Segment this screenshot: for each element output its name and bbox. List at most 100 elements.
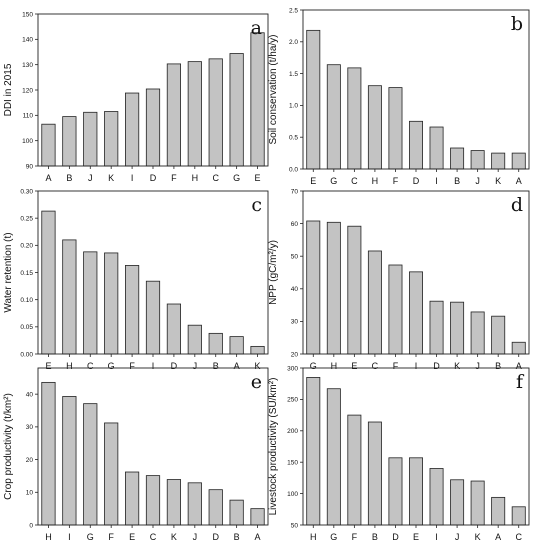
- y-tick-label-e: 10: [26, 490, 34, 497]
- category-label-d-A: A: [516, 361, 522, 371]
- bar-d-B: [491, 315, 506, 355]
- category-label-e-F: F: [108, 532, 114, 542]
- y-tick-label-b: 1.0: [289, 103, 298, 110]
- bar-a-F: [166, 63, 182, 167]
- category-label-e-D: D: [212, 532, 219, 542]
- category-label-d-K: K: [454, 361, 460, 371]
- y-tick-label-a: 140: [22, 37, 33, 44]
- y-tick-label-c: 0.20: [20, 243, 33, 250]
- y-tick-label-a: 150: [22, 11, 33, 18]
- bar-e-H: [41, 381, 56, 526]
- bar-f-K: [470, 480, 485, 526]
- bar-b-F: [388, 87, 403, 170]
- category-label-a-D: D: [150, 173, 157, 183]
- category-label-f-C: C: [515, 532, 522, 542]
- bar-e-F: [104, 422, 119, 526]
- y-tick-label-b: 2.0: [289, 39, 298, 46]
- bar-d-C: [367, 250, 382, 355]
- bar-c-E: [41, 210, 56, 355]
- category-label-d-C: C: [372, 361, 379, 371]
- bar-c-J: [187, 324, 202, 355]
- category-label-d-D: D: [433, 361, 440, 371]
- category-label-b-F: F: [393, 176, 399, 186]
- y-tick-label-f: 150: [287, 460, 298, 467]
- y-tick-label-f: 200: [287, 428, 298, 435]
- category-label-a-B: B: [66, 173, 72, 183]
- panel-letter-f: f: [516, 371, 525, 393]
- bar-a-G: [229, 53, 244, 167]
- bar-c-I: [145, 280, 161, 355]
- category-label-f-I: I: [435, 532, 438, 542]
- category-label-d-J: J: [475, 361, 480, 371]
- bar-e-B: [229, 499, 244, 526]
- category-label-b-K: K: [495, 176, 501, 186]
- bar-c-B: [208, 332, 223, 355]
- y-tick-label-c: 0.10: [20, 297, 33, 304]
- bar-b-G: [326, 64, 341, 170]
- bar-f-I: [429, 468, 444, 526]
- category-label-f-G: G: [330, 532, 337, 542]
- category-label-d-G: G: [310, 361, 317, 371]
- category-label-b-D: D: [413, 176, 420, 186]
- panel-b: 0.0 0.5 1.0 1.5 2.0 2.5 E G C H F D I B J K A Soil conser…: [268, 7, 530, 186]
- bar-a-J: [83, 111, 98, 167]
- bar-b-B: [450, 147, 465, 170]
- panel-letter-d: d: [511, 194, 523, 216]
- bar-f-E: [409, 457, 423, 526]
- y-tick-label-c: 0.15: [20, 270, 33, 277]
- y-tick-label-d: 60: [291, 221, 299, 228]
- bar-f-A: [491, 496, 506, 526]
- category-label-f-H: H: [310, 532, 317, 542]
- category-label-c-K: K: [255, 361, 261, 371]
- category-label-e-B: B: [234, 532, 240, 542]
- bar-a-A: [41, 123, 56, 167]
- category-label-b-J: J: [475, 176, 480, 186]
- category-label-b-G: G: [330, 176, 337, 186]
- bar-f-H: [306, 377, 321, 526]
- bar-c-K: [250, 345, 265, 355]
- bar-b-C: [347, 67, 362, 170]
- category-label-a-A: A: [45, 173, 51, 183]
- category-label-c-B: B: [213, 361, 219, 371]
- bar-c-G: [104, 252, 119, 355]
- y-tick-label-f: 250: [287, 397, 298, 404]
- bar-a-D: [145, 88, 161, 167]
- bar-b-D: [409, 120, 423, 170]
- category-label-f-K: K: [475, 532, 481, 542]
- y-tick-label-b: 1.5: [289, 71, 298, 78]
- y-tick-label-f: 300: [287, 365, 298, 372]
- category-label-d-I: I: [415, 361, 418, 371]
- category-label-f-A: A: [495, 532, 501, 542]
- category-label-e-E: E: [129, 532, 135, 542]
- bar-d-H: [326, 221, 341, 355]
- category-label-e-C: C: [150, 532, 157, 542]
- bar-c-C: [83, 251, 98, 355]
- y-tick-label-d: 20: [291, 351, 299, 358]
- y-tick-label-f: 100: [287, 491, 298, 498]
- category-label-c-H: H: [66, 361, 73, 371]
- y-tick-label-c: 0.30: [20, 188, 33, 195]
- bar-b-E: [306, 29, 321, 170]
- y-tick-label-a: 90: [26, 163, 34, 170]
- panel-c: 0.00 0.05 0.10 0.15 0.20 0.25 0.30 E H C G F I D J B A K W…: [3, 188, 269, 371]
- category-label-f-F: F: [352, 532, 358, 542]
- bar-a-I: [125, 92, 140, 167]
- category-label-b-A: A: [516, 176, 522, 186]
- y-axis-title-b: Soil conservation (t/ha/y): [268, 34, 279, 144]
- bar-a-E: [250, 32, 265, 167]
- panel-letter-e: e: [251, 371, 262, 393]
- category-label-e-A: A: [255, 532, 261, 542]
- y-tick-label-c: 0.00: [20, 351, 33, 358]
- bar-f-D: [388, 457, 403, 526]
- category-label-b-B: B: [454, 176, 460, 186]
- y-axis-title-c: Water retention (t): [3, 232, 14, 312]
- y-tick-label-d: 50: [291, 254, 299, 261]
- category-label-c-C: C: [87, 361, 94, 371]
- y-tick-label-d: 30: [291, 319, 299, 326]
- category-label-b-H: H: [372, 176, 379, 186]
- bar-f-J: [450, 479, 465, 526]
- bar-d-F: [388, 264, 403, 355]
- y-tick-label-c: 0.25: [20, 215, 33, 222]
- category-label-c-E: E: [45, 361, 51, 371]
